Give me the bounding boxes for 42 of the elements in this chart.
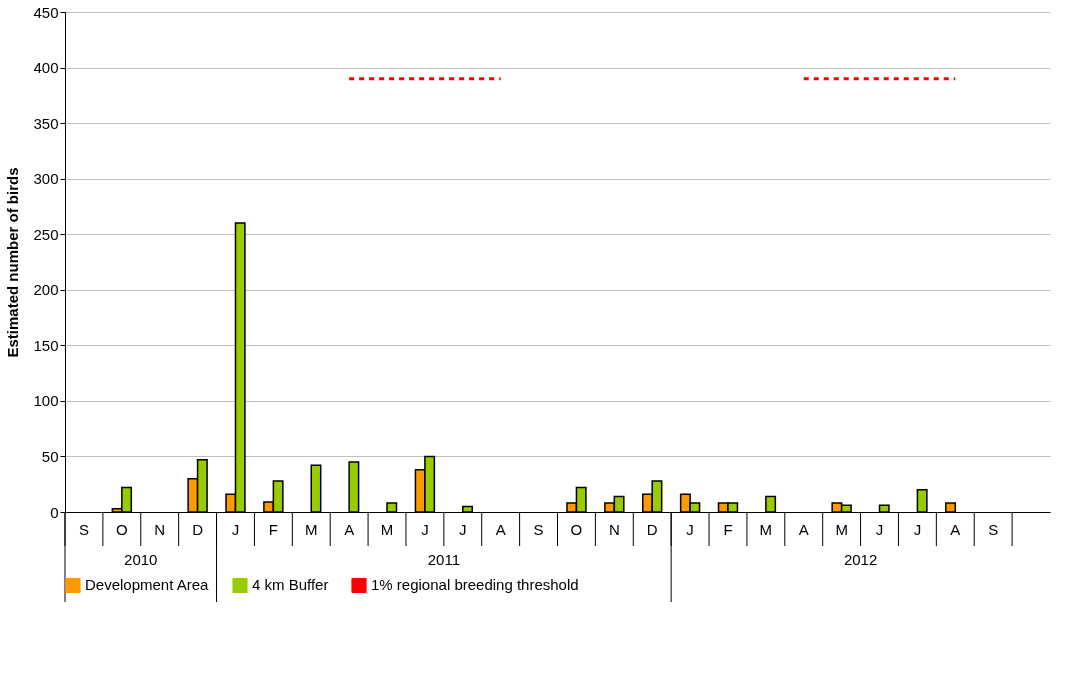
y-tick-label: 0 bbox=[50, 503, 59, 521]
x-tick-label: A bbox=[344, 520, 355, 538]
text: 2012 bbox=[843, 551, 878, 568]
y-tick-label: 150 bbox=[33, 336, 59, 354]
x-tick-label: D bbox=[192, 520, 204, 538]
y-axis-title: Estimated number of birds bbox=[4, 167, 22, 358]
x-tick-label: A bbox=[950, 520, 961, 538]
x-tick-label: N bbox=[608, 520, 620, 538]
text: 2010 bbox=[124, 551, 158, 568]
x-tick-label: N bbox=[154, 520, 166, 538]
x-tick-label: S bbox=[78, 520, 89, 538]
y-tick-label: 300 bbox=[33, 170, 59, 188]
x-tick-label: D bbox=[646, 520, 658, 538]
x-tick-label: F bbox=[268, 520, 278, 538]
x-tick-label: J bbox=[231, 520, 240, 538]
x-tick-label: S bbox=[988, 520, 999, 538]
y-tick-label: 450 bbox=[33, 3, 59, 21]
y-tick-label: 200 bbox=[33, 281, 59, 299]
x-tick-label: O bbox=[570, 520, 583, 538]
y-tick-label: 100 bbox=[33, 392, 59, 410]
y-tick-label: 250 bbox=[33, 225, 59, 243]
y-tick-label: 350 bbox=[33, 114, 59, 132]
x-tick-label: J bbox=[459, 520, 467, 538]
x-tick-label: A bbox=[495, 520, 506, 538]
x-tick-label: M bbox=[759, 520, 773, 538]
x-tick-label: J bbox=[913, 520, 922, 538]
x-tick-label: M bbox=[305, 520, 318, 538]
x-tick-label: A bbox=[798, 520, 809, 538]
x-tick-label: J bbox=[686, 520, 694, 538]
x-tick-label: M bbox=[380, 520, 394, 538]
x-tick-label: F bbox=[723, 520, 733, 538]
x-tick-label: J bbox=[421, 520, 429, 538]
legend-label: 4 km Buffer bbox=[252, 576, 329, 594]
text: 2011 bbox=[427, 551, 460, 568]
x-tick-label: J bbox=[875, 520, 884, 538]
x-tick-label: M bbox=[835, 520, 848, 538]
y-tick-label: 50 bbox=[41, 447, 59, 465]
x-tick-label: S bbox=[533, 520, 544, 538]
legend-label: 1% regional breeding threshold bbox=[371, 576, 579, 594]
y-tick-label: 400 bbox=[33, 59, 59, 77]
x-tick-label: O bbox=[115, 520, 128, 538]
legend-label: Development Area bbox=[85, 576, 210, 594]
